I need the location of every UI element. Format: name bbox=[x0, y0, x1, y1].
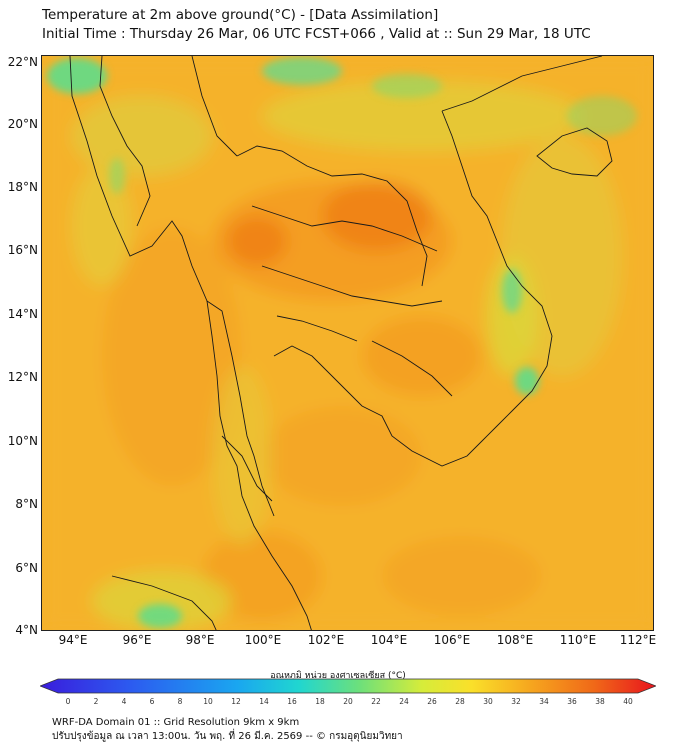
cool-spots bbox=[47, 57, 637, 628]
map-canvas bbox=[42, 56, 653, 630]
colorbar-tick: 36 bbox=[567, 697, 577, 706]
temperature-map bbox=[41, 55, 654, 631]
lat-label: 4°N bbox=[15, 623, 38, 637]
lon-label: 94°E bbox=[58, 633, 88, 647]
colorbar-tick: 12 bbox=[231, 697, 241, 706]
colorbar-tick: 14 bbox=[259, 697, 269, 706]
lon-label: 106°E bbox=[433, 633, 471, 647]
colorbar-tick: 0 bbox=[65, 697, 71, 706]
temperature-field bbox=[42, 56, 653, 630]
colorbar-tick: 24 bbox=[399, 697, 409, 706]
lon-label: 100°E bbox=[244, 633, 282, 647]
lon-label: 110°E bbox=[559, 633, 597, 647]
colorbar-tick: 40 bbox=[623, 697, 633, 706]
lon-label: 98°E bbox=[185, 633, 215, 647]
colorbar-tick: 10 bbox=[203, 697, 213, 706]
colorbar-tick: 34 bbox=[539, 697, 549, 706]
title-line-1: Temperature at 2m above ground(°C) - [Da… bbox=[42, 7, 439, 23]
colorbar-tick: 8 bbox=[177, 697, 183, 706]
footer-line-2: ปรับปรุงข้อมูล ณ เวลา 13:00น. วัน พฤ. ที… bbox=[52, 731, 403, 742]
lon-label: 104°E bbox=[370, 633, 408, 647]
lat-label: 10°N bbox=[7, 434, 38, 448]
lon-label: 96°E bbox=[122, 633, 152, 647]
footer: WRF-DA Domain 01 :: Grid Resolution 9km … bbox=[52, 716, 403, 744]
lat-label: 22°N bbox=[7, 55, 38, 69]
title-line-2: Initial Time : Thursday 26 Mar, 06 UTC F… bbox=[42, 26, 591, 42]
colorbar-tick: 18 bbox=[315, 697, 325, 706]
coastlines bbox=[69, 56, 613, 630]
lat-label: 14°N bbox=[7, 307, 38, 321]
colorbar-tick: 38 bbox=[595, 697, 605, 706]
lon-label: 112°E bbox=[619, 633, 657, 647]
lat-label: 6°N bbox=[15, 561, 38, 575]
colorbar-tick: 20 bbox=[343, 697, 353, 706]
lat-label: 12°N bbox=[7, 370, 38, 384]
colorbar bbox=[40, 678, 656, 694]
colorbar-tick: 26 bbox=[427, 697, 437, 706]
lat-label: 18°N bbox=[7, 180, 38, 194]
chart-title: Temperature at 2m above ground(°C) - [Da… bbox=[42, 6, 591, 44]
lon-label: 102°E bbox=[307, 633, 345, 647]
lat-label: 20°N bbox=[7, 117, 38, 131]
colorbar-tick: 22 bbox=[371, 697, 381, 706]
colorbar-tick: 28 bbox=[455, 697, 465, 706]
colorbar-tick: 6 bbox=[149, 697, 155, 706]
colorbar-tick: 2 bbox=[93, 697, 99, 706]
colorbar-tick: 30 bbox=[483, 697, 493, 706]
lat-label: 16°N bbox=[7, 243, 38, 257]
colorbar-tick: 4 bbox=[121, 697, 127, 706]
colorbar-title: อุณหภูมิ หน่วย องศาเซลเซียส (°C) bbox=[270, 671, 406, 681]
lat-label: 8°N bbox=[15, 497, 38, 511]
lon-label: 108°E bbox=[496, 633, 534, 647]
footer-line-1: WRF-DA Domain 01 :: Grid Resolution 9km … bbox=[52, 717, 300, 728]
colorbar-tick: 16 bbox=[287, 697, 297, 706]
colorbar-tick: 32 bbox=[511, 697, 521, 706]
